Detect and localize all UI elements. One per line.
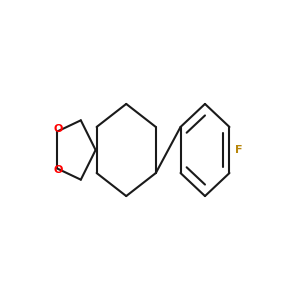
Text: F: F [235, 145, 242, 155]
Text: O: O [54, 124, 63, 134]
Text: O: O [54, 165, 63, 175]
